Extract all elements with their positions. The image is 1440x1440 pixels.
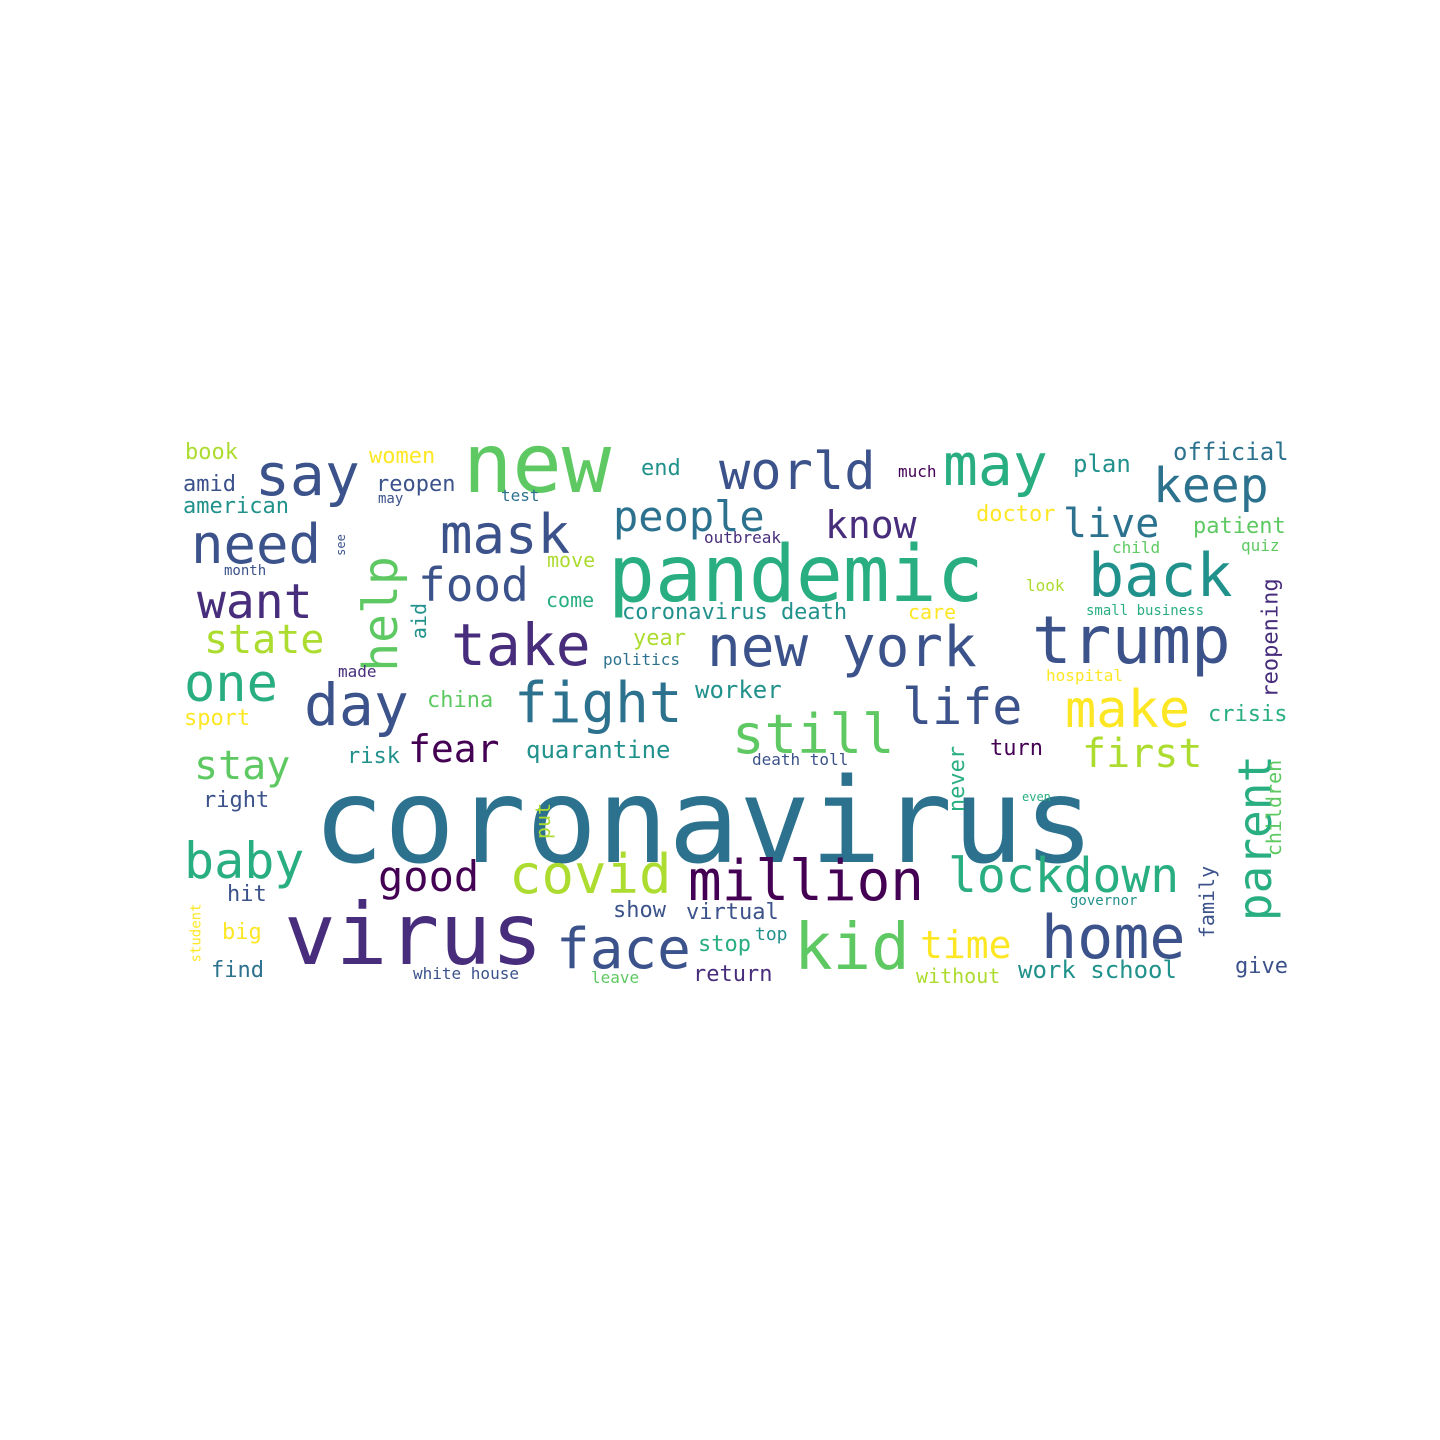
word-people: people [613,492,765,541]
word-life: life [902,678,1023,736]
word-quiz: quiz [1241,536,1280,555]
word-baby: baby [184,832,305,890]
word-stop: stop [698,932,751,957]
word-cloud: coronavirus pandemic virus new trump new… [180,432,1295,997]
word-coronavirus-death: coronavirus death [622,600,848,625]
word-day: day [304,671,409,739]
word-reopen: reopen [376,472,456,497]
word-mask: mask [440,503,571,566]
word-leave: leave [591,968,640,987]
word-find: find [211,958,264,983]
word-know: know [825,503,917,547]
word-amid: amid [183,472,236,497]
word-covid: covid [509,843,672,906]
word-world: world [719,442,876,502]
word-right: right [203,788,270,813]
word-children: children [1262,759,1287,857]
word-death-toll: death toll [752,750,849,769]
word-pandemic: pandemic [608,530,984,620]
word-sport: sport [184,706,251,731]
word-work-school: work school [1018,956,1177,984]
word-crisis: crisis [1208,702,1288,727]
word-patient: patient [1193,514,1286,539]
word-new-york: new york [707,615,977,680]
word-year: year [633,626,686,651]
word-top: top [755,924,788,945]
word-coronavirus: coronavirus [313,752,1095,890]
word-official: official [1173,438,1289,466]
word-come: come [546,588,595,612]
word-lockdown: lockdown [948,848,1180,904]
word-first: first [1082,731,1203,777]
word-aid: aid [407,602,432,640]
word-never: never [945,745,971,813]
word-say: say [255,441,360,509]
word-end: end [641,456,681,481]
word-fear: fear [408,727,500,771]
word-big: big [222,920,262,945]
word-reopening: reopening [1258,578,1284,698]
word-doctor: doctor [976,502,1056,527]
word-time: time [920,923,1012,967]
word-need: need [191,513,322,576]
word-see: see [333,534,348,556]
word-live: live [1063,501,1160,547]
word-care: care [908,600,957,624]
word-face: face [556,917,691,982]
word-back: back [1088,541,1233,611]
word-stay: stay [194,743,291,789]
word-white-house: white house [413,964,519,983]
word-new: new [463,432,612,512]
word-make: make [1065,680,1191,740]
word-one: one [184,654,278,714]
word-child: child [1112,538,1161,557]
word-want: want [197,574,313,630]
word-food: food [418,558,529,612]
word-hospital: hospital [1046,666,1124,685]
word-virus: virus [284,885,543,985]
word-governor: governor [1070,893,1138,909]
word-look: look [1026,576,1065,595]
word-return: return [693,962,773,987]
word-put: put [531,802,556,840]
word-china: china [427,688,494,713]
word-book: book [185,440,238,465]
word-plan: plan [1073,450,1131,478]
word-give: give [1235,954,1288,979]
word-politics: politics [603,650,681,669]
word-million: million [688,849,925,914]
word-help: help [352,556,409,672]
word-even: even [1022,790,1051,804]
word-trump: trump [1032,602,1231,679]
word-state: state [204,617,325,663]
word-family: family [1195,865,1220,939]
word-home: home [1041,903,1186,973]
word-small-business: small business [1086,603,1205,619]
word-without: without [916,964,1001,988]
word-month: month [224,563,267,579]
word-still: still [732,703,895,766]
word-may: may [943,432,1048,499]
word-virtual: virtual [686,900,779,925]
word-turn: turn [990,736,1043,761]
word-much: much [898,462,937,481]
word-american: american [183,494,289,519]
word-show: show [613,898,666,923]
word-keep: keep [1153,458,1269,514]
word-women: women [369,444,436,469]
word-risk: risk [347,744,400,769]
word-outbreak: outbreak [704,528,782,547]
word-fight: fight [514,671,683,736]
word-test: test [501,486,540,505]
word-hit: hit [227,882,267,907]
word-kid: kid [794,911,910,985]
word-made: made [338,662,377,681]
word-move: move [547,548,596,572]
word-take: take [451,611,591,679]
word-worker: worker [695,676,782,704]
word-good: good [378,852,480,901]
word-student: student [188,903,205,963]
word-quarantine: quarantine [526,736,671,764]
word-may-small: may [378,491,404,507]
